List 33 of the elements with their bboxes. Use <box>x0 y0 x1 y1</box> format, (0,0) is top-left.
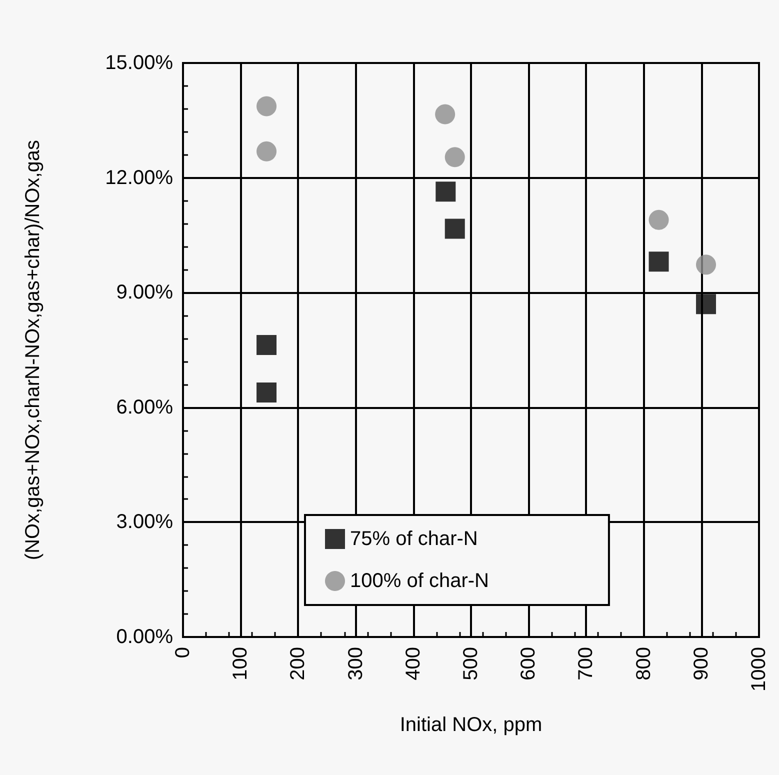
x-tick-label: 500 <box>460 647 482 680</box>
point <box>648 210 669 230</box>
x-tick-label: 300 <box>344 647 367 680</box>
point <box>648 252 669 272</box>
point <box>435 104 456 124</box>
point <box>256 96 277 116</box>
y-tick-label: 9.00% <box>116 282 174 304</box>
x-tick-label: 1000 <box>748 647 770 692</box>
point <box>444 147 465 168</box>
x-tick-label: 200 <box>287 647 310 680</box>
legend-label: 100% of char-N <box>350 570 489 592</box>
x-tick-label: 900 <box>690 647 712 680</box>
point <box>444 218 465 239</box>
point <box>256 335 277 356</box>
point <box>256 141 277 162</box>
point <box>256 382 277 402</box>
y-tick-label: 12.00% <box>105 166 174 189</box>
point <box>696 294 716 314</box>
y-axis-title: (NOx,gas+NOx,charN-NOx,gas+char)/NOx,gas <box>22 140 44 560</box>
y-tick-label: 3.00% <box>116 511 174 534</box>
legend-label: 75% of char-N <box>350 528 478 550</box>
x-tick-label: 700 <box>575 647 598 680</box>
y-tick-label: 6.00% <box>116 396 174 418</box>
x-tick-label: 800 <box>632 647 655 680</box>
point <box>696 254 716 275</box>
x-tick-label: 0 <box>172 647 194 658</box>
x-axis-title: Initial NOx, ppm <box>400 714 542 736</box>
y-tick-label: 15.00% <box>105 52 174 74</box>
point <box>436 182 456 202</box>
x-tick-label: 100 <box>230 647 252 680</box>
x-tick-label: 400 <box>402 647 424 680</box>
y-tick-label: 0.00% <box>116 626 174 648</box>
x-tick-label: 600 <box>518 647 540 680</box>
